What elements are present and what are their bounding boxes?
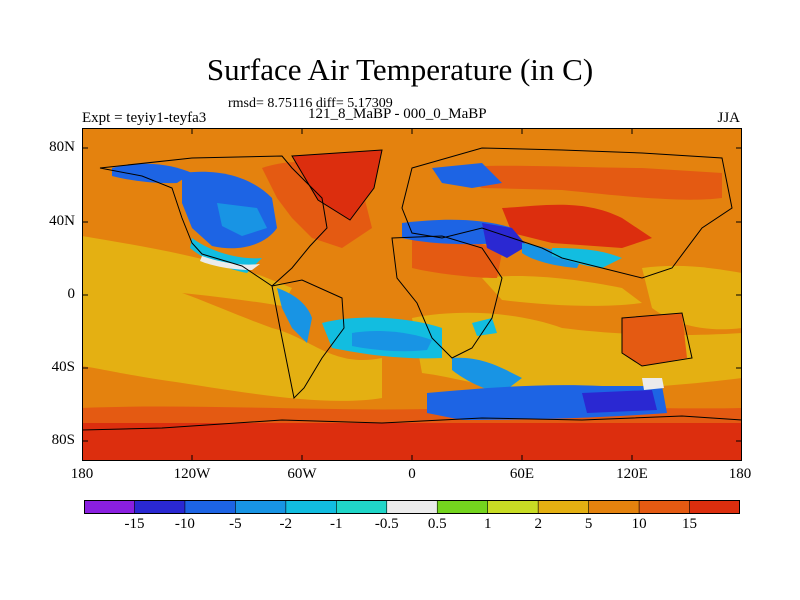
australia-hot — [622, 313, 687, 366]
us-neutral-fringe — [200, 256, 260, 270]
alaska-cool — [112, 163, 192, 184]
lon-label-60e: 60E — [509, 466, 535, 482]
lon-label-60w: 60W — [287, 466, 317, 482]
colorbar-swatch — [336, 500, 388, 514]
central-asia-hot — [502, 204, 652, 248]
lat-label-40n: 40N — [49, 213, 75, 229]
season-label: JJA — [717, 110, 740, 126]
greenland-hot — [292, 150, 382, 220]
colorbar-label: 2 — [534, 516, 542, 532]
colorbar-swatch — [386, 500, 439, 514]
africa-cool-fringe — [472, 318, 497, 336]
antarctic-hot-band — [82, 418, 742, 461]
lon-label-180e: 180 — [728, 466, 752, 482]
colorbar-swatch — [285, 500, 338, 514]
colorbar-swatches — [84, 500, 740, 514]
colorbar-swatch — [184, 500, 237, 514]
colorbar-swatch — [84, 500, 136, 514]
colorbar-label: 5 — [584, 516, 593, 532]
north-america-outline — [99, 155, 328, 287]
colorbar-swatch — [588, 500, 640, 514]
colorbar-swatch — [487, 500, 539, 514]
siberia-hot — [442, 165, 722, 200]
lon-label-180w: 180 — [70, 466, 94, 482]
pacific-moderate-band — [82, 276, 382, 401]
lat-label-80s: 80S — [51, 432, 75, 448]
east-pacific-moderate — [642, 265, 742, 330]
lon-label-120w: 120W — [173, 466, 211, 482]
us-cool-fringe — [190, 238, 262, 273]
africa-outline — [391, 235, 503, 359]
colorbar-border — [84, 500, 740, 514]
temperature-map — [82, 128, 742, 461]
colorbar-swatch — [537, 500, 590, 514]
lat-label-40s: 40S — [51, 359, 75, 375]
colorbar-swatch — [134, 500, 186, 514]
colorbar-label: -5 — [229, 516, 242, 532]
lon-label-0: 0 — [408, 466, 416, 482]
australia-outline — [621, 312, 693, 367]
colorbar-label: -10 — [174, 516, 195, 532]
colorbar-label: -2 — [279, 516, 293, 532]
antarctica-outline — [82, 415, 742, 431]
antarctic-coast-neutral — [642, 378, 664, 390]
lon-tick-marks — [191, 128, 633, 461]
south-atlantic-cool-core — [352, 330, 432, 352]
comparison-label: 121_8_MaBP - 000_0_MaBP — [308, 106, 487, 122]
south-america-cool — [277, 288, 312, 343]
colorbar-swatch — [235, 500, 287, 514]
colorbar-label: 15 — [682, 516, 697, 532]
lat-label-80n: 80N — [49, 139, 75, 155]
colorbar — [84, 500, 740, 514]
colorbar-label: -15 — [124, 516, 145, 532]
colorbar-swatch — [638, 500, 691, 514]
south-africa-cool — [452, 357, 522, 393]
lat-label-0: 0 — [67, 286, 76, 302]
experiment-label: Expt = teyiy1-teyfa3 — [82, 110, 207, 126]
colorbar-swatch — [436, 500, 489, 514]
stats-line: rmsd= 8.75116 diff= 5.17309 — [228, 96, 393, 111]
lon-label-120e: 120E — [616, 466, 648, 482]
lat-tick-marks — [82, 147, 742, 442]
colorbar-label: 10 — [631, 516, 647, 532]
chart-title: Surface Air Temperature (in C) — [206, 52, 594, 87]
colorbar-label: -0.5 — [374, 516, 399, 532]
colorbar-label: -1 — [330, 516, 343, 532]
greenland-outline — [291, 149, 383, 221]
europe-cool — [432, 163, 502, 188]
equatorial-moderate-band — [82, 236, 292, 306]
indian-moderate — [482, 276, 642, 306]
colorbar-label: 1 — [483, 516, 492, 532]
colorbar-swatch — [689, 500, 740, 514]
east-asia-cool — [552, 248, 622, 268]
eurasia-outline — [401, 147, 733, 279]
south-america-outline — [271, 279, 345, 400]
canada-cool-inner — [217, 203, 267, 236]
colorbar-label: 0.5 — [427, 516, 447, 532]
continent-outlines — [82, 147, 742, 431]
antarctic-coast-cooler — [582, 390, 657, 413]
